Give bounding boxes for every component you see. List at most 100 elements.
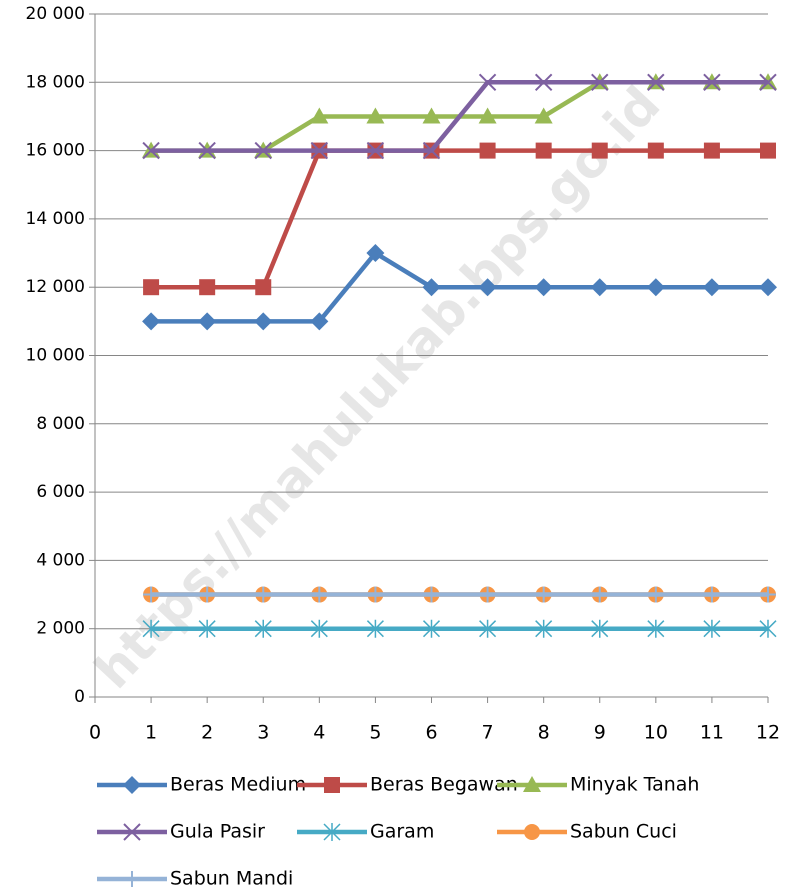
- series-line: [151, 250, 768, 324]
- marker: [367, 586, 384, 603]
- y-tick-label: 8 000: [36, 414, 85, 434]
- y-tick-label: 0: [74, 687, 85, 707]
- marker: [311, 586, 328, 603]
- marker: [479, 586, 496, 603]
- marker: [760, 586, 776, 603]
- marker: [479, 619, 497, 638]
- x-tick-label: 2: [201, 722, 213, 744]
- marker: [422, 619, 441, 638]
- marker: [535, 142, 552, 159]
- marker: [310, 107, 329, 124]
- marker: [423, 586, 440, 603]
- marker: [366, 244, 385, 263]
- y-tick-label: 4 000: [36, 550, 85, 570]
- y-tick-label: 12 000: [26, 277, 85, 297]
- marker: [523, 776, 541, 792]
- marker: [422, 107, 441, 124]
- x-tick-label: 12: [756, 722, 780, 744]
- marker: [199, 586, 216, 603]
- marker: [703, 142, 720, 159]
- marker: [142, 312, 161, 331]
- marker: [310, 312, 329, 331]
- legend-label: Sabun Cuci: [570, 821, 677, 843]
- y-tick-label: 20 000: [26, 4, 85, 24]
- marker: [123, 776, 141, 794]
- marker: [255, 279, 272, 296]
- y-tick-label: 2 000: [36, 619, 85, 639]
- marker: [255, 586, 272, 603]
- marker: [759, 619, 777, 638]
- legend-label: Minyak Tanah: [570, 774, 699, 796]
- marker: [760, 142, 776, 159]
- marker: [478, 278, 497, 297]
- x-tick-label: 11: [700, 722, 724, 744]
- marker: [647, 142, 664, 159]
- marker: [254, 312, 273, 331]
- marker: [123, 823, 141, 841]
- legend-label: Garam: [370, 821, 434, 843]
- marker: [310, 619, 328, 638]
- marker: [366, 141, 385, 160]
- marker: [535, 586, 552, 603]
- marker: [143, 586, 160, 603]
- x-tick-label: 6: [425, 722, 437, 744]
- marker: [422, 141, 441, 160]
- marker: [703, 619, 721, 638]
- marker: [254, 141, 272, 160]
- marker: [647, 73, 665, 92]
- marker: [535, 619, 553, 638]
- marker: [590, 278, 609, 297]
- marker: [591, 619, 609, 638]
- marker: [759, 278, 777, 297]
- marker: [524, 824, 540, 840]
- x-tick-label: 8: [538, 722, 550, 744]
- x-tick-label: 4: [313, 722, 325, 744]
- marker: [479, 142, 496, 159]
- y-tick-label: 10 000: [26, 346, 85, 366]
- marker: [759, 73, 777, 92]
- x-tick-label: 1: [145, 722, 157, 744]
- marker: [703, 586, 720, 603]
- marker: [646, 278, 665, 297]
- legend-label: Beras Begawan: [370, 774, 518, 796]
- marker: [534, 107, 553, 124]
- x-tick-label: 7: [482, 722, 494, 744]
- marker: [534, 278, 553, 297]
- legend-label: Sabun Mandi: [170, 868, 293, 889]
- series-line: [151, 80, 768, 153]
- marker: [422, 278, 441, 297]
- marker: [366, 619, 384, 638]
- marker: [478, 107, 497, 124]
- legend-label: Gula Pasir: [170, 821, 265, 843]
- marker: [254, 619, 272, 638]
- marker: [310, 141, 329, 160]
- marker: [198, 141, 216, 160]
- marker: [478, 73, 497, 92]
- marker: [591, 73, 609, 92]
- x-tick-label: 3: [257, 722, 269, 744]
- marker: [591, 142, 608, 159]
- marker: [703, 73, 721, 92]
- marker: [198, 619, 216, 638]
- y-tick-label: 14 000: [26, 209, 85, 229]
- marker: [323, 823, 341, 841]
- marker: [534, 73, 553, 92]
- x-tick-label: 5: [369, 722, 381, 744]
- marker: [324, 777, 340, 793]
- marker: [142, 619, 160, 638]
- x-tick-label: 10: [644, 722, 668, 744]
- marker: [124, 871, 140, 887]
- marker: [591, 586, 608, 603]
- y-tick-label: 6 000: [36, 482, 85, 502]
- y-tick-label: 18 000: [26, 72, 85, 92]
- y-tick-label: 16 000: [26, 141, 85, 161]
- marker: [142, 141, 160, 160]
- marker: [366, 107, 385, 124]
- series-line: [151, 148, 768, 290]
- legend-label: Beras Medium: [170, 774, 306, 796]
- x-tick-label: 0: [89, 722, 101, 744]
- marker: [702, 278, 721, 297]
- x-tick-label: 9: [594, 722, 606, 744]
